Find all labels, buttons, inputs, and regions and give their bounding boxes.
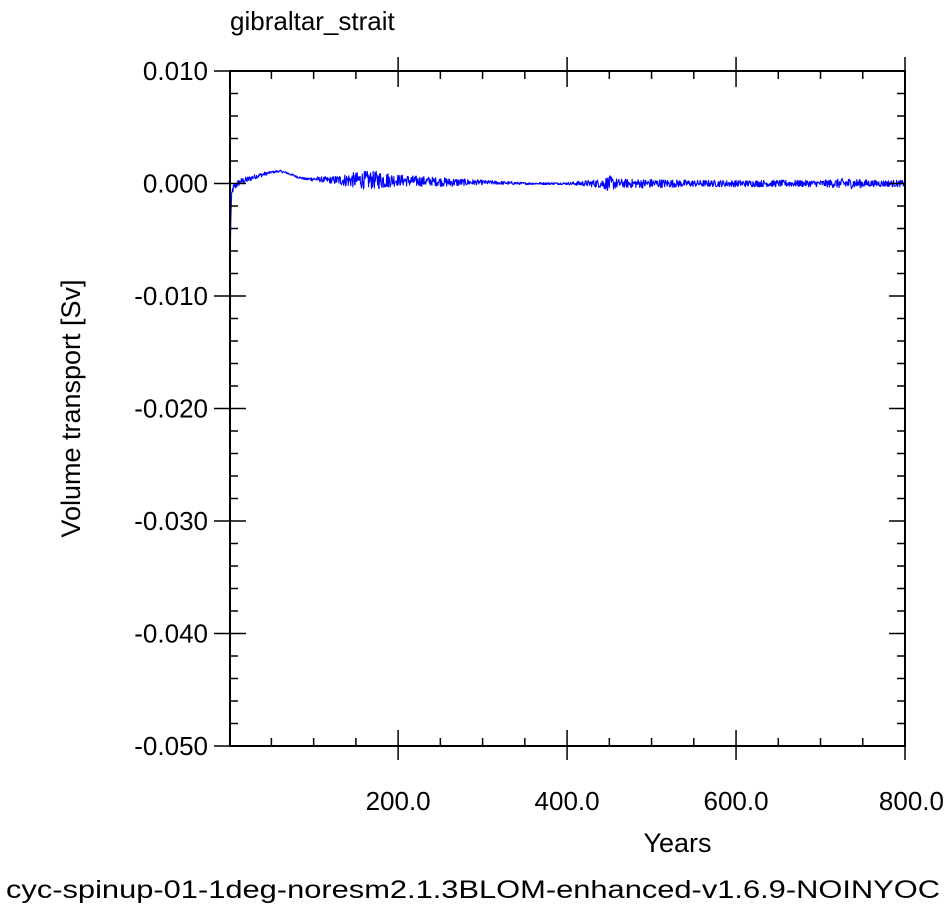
x-axis-label: Years xyxy=(643,828,711,858)
x-tick-label: 800.0 xyxy=(879,786,944,816)
y-tick-label: 0.010 xyxy=(143,56,208,86)
x-tick-label: 200.0 xyxy=(366,786,431,816)
x-tick-label: 400.0 xyxy=(535,786,600,816)
y-tick-label: -0.040 xyxy=(134,619,208,649)
chart-title: gibraltar_strait xyxy=(230,6,396,36)
chart-caption: cyc-spinup-01-1deg-noresm2.1.3BLOM-enhan… xyxy=(6,876,940,904)
y-axis-label: Volume transport [Sv] xyxy=(56,279,86,537)
plot-frame xyxy=(229,70,906,747)
y-tick-label: -0.050 xyxy=(134,731,208,761)
y-tick-label: -0.030 xyxy=(134,506,208,536)
series-line-layer xyxy=(229,169,906,280)
x-tick-label: 600.0 xyxy=(703,786,768,816)
axis-layer: 0.010 0.000 -0.010 -0.020 -0.030 -0.040 -0.050… xyxy=(134,56,944,816)
y-tick-label: -0.020 xyxy=(134,394,208,424)
series-line xyxy=(229,169,906,280)
y-tick-label: -0.010 xyxy=(134,281,208,311)
y-tick-label: 0.000 xyxy=(143,169,208,199)
